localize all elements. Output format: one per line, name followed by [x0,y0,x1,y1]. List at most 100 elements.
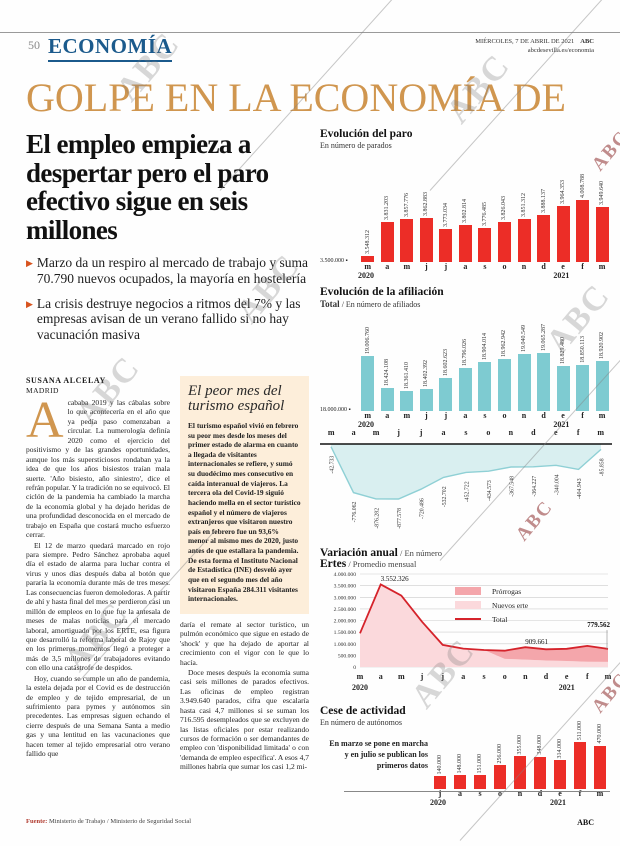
bullet-text: Marzo da un respiro al mercado de trabaj… [36,255,308,287]
site-url: abcdesevilla.es/economia [527,47,594,55]
bar-value-label: 18.796.026 [462,338,469,366]
year-label: 2021 [550,798,566,807]
bar-value-label: 348.000 [537,735,543,755]
x-axis-label: s [483,411,487,420]
bar-value-label: 3.888.137 [540,188,547,213]
bar-column: 19.040.549 [514,315,534,411]
bar [380,387,394,411]
ertes-svg: 4.000.000 3.500.000 3.000.000 2.500.000 2.00… [334,572,612,692]
bar-column: 511.000 [570,713,590,789]
bar [574,741,586,789]
bar-value-label: 18.361.410 [403,362,410,390]
x-axis-label: m [364,411,372,420]
footer-brand: ABC [577,818,594,827]
x-axis-label: n [521,411,527,420]
chart-note: En marzo se pone en marcha y en julio se… [329,739,428,770]
bar-value-label: 3.851.312 [521,193,528,218]
chart-title: Ertes / Promedio mensual [320,558,417,570]
page-number: 50 [28,38,40,52]
bar-value-label: 470.000 [597,724,603,744]
bar-column: 18.602.623 [436,315,456,411]
bar-value-label: 140.000 [437,754,443,775]
x-axis-label: m [403,411,411,420]
bar-column: 3.888.137 [534,158,554,262]
bar-column: 18.424.108 [378,315,398,411]
bar-value-label: 3.773.034 [442,202,449,227]
chart-subtitle: En número de autónomos [320,718,402,727]
svg-text:2.000.000: 2.000.000 [334,619,357,625]
bar-column: 3.831.203 [378,158,398,262]
bar-value-label: 355.000 [517,734,523,755]
chart-subtitle: Total / En número de afiliados [320,299,421,309]
svg-text:3.552.326: 3.552.326 [381,575,410,583]
bar-value-label: 3.548.312 [364,230,371,255]
svg-text:d: d [544,672,549,681]
body-column-2: El peor mes del turismo español El turis… [180,376,309,846]
x-axis-label: d [541,262,546,271]
chart-variacion-anual: m a m j j a s o n d e f m -42.733 -776.062 -876.282 -877… [320,428,612,559]
bar-column: 18.904.014 [475,315,495,411]
bar [361,356,375,411]
bar [419,217,433,262]
svg-text:-364.227: -364.227 [532,476,538,497]
bar-column: 3.773.034 [436,158,456,262]
bar-column: 3.857.776 [397,158,417,262]
cese-bar-plot: 140.000 148.000 151.000 256.000 355.000 348.0… [430,713,610,809]
svg-text:-85.858: -85.858 [600,458,606,476]
bar-value-label: 3.776.485 [481,202,488,227]
date-block: MIÉRCOLES, 7 DE ABRIL DE 2021 ABC abcdese… [475,37,594,56]
x-axis-label: j [419,428,423,437]
sidebar-title: El peor mes del turismo español [188,383,285,415]
afiliacion-bar-plot: 19.006.760 18.424.108 18.361.410 18.402.392… [320,315,612,431]
bar-column: 3.802.814 [456,158,476,262]
baseline-label: 3.500.000 ▪ [320,258,348,264]
drop-cap: A [26,398,64,449]
x-axis-label: s [483,262,487,271]
article-headline: El empleo empieza a despertar pero el pa… [26,129,269,245]
svg-text:-877.578: -877.578 [397,508,403,529]
x-axis-label: n [517,789,523,798]
x-axis-label: j [425,411,428,420]
x-axis-label: o [486,428,491,437]
bar-value-label: 18.962.942 [501,329,508,357]
bar [497,358,511,411]
bar-value-label: 18.829.480 [560,336,567,364]
bar [478,361,492,411]
svg-text:-776.062: -776.062 [352,502,358,523]
source-text: Ministerio de Trabajo / Ministerio de Se… [48,818,192,825]
svg-text:a: a [461,672,465,681]
year-label: 2021 [553,271,570,280]
x-axis-line [344,791,610,792]
bullet-text: La crisis destruye negocios a ritmos del… [36,295,301,343]
bar-column: 355.000 [510,713,530,789]
bullet-arrow-icon: ▶ [26,258,33,269]
chart-cese-actividad: Cese de actividad En número de autónomos… [320,705,612,807]
bar-value-label: 314.000 [557,738,563,759]
bullet-arrow-icon: ▶ [26,298,33,309]
bar-value-label: 151.000 [477,753,483,774]
bar-column: 18.829.480 [553,315,573,411]
svg-text:s: s [482,672,485,681]
bar [419,389,433,411]
svg-text:n: n [523,672,528,681]
bar-value-label: 19.006.760 [364,327,371,355]
bar [458,225,472,262]
bar [494,765,506,789]
bar-value-label: 18.850.113 [579,335,586,363]
legend-label: Prórrogas [492,587,521,596]
x-axis-label: m [597,428,604,437]
bar-value-label: 3.857.776 [403,192,410,217]
year-label: 2020 [358,271,374,280]
bar-column: 3.776.485 [475,158,495,262]
bar-column: 3.862.883 [417,158,437,262]
variacion-area-svg: -42.733 -776.062 -876.282 -877.578 -720.486 -… [320,443,612,529]
x-axis-label: e [553,428,558,437]
bar-column: 18.850.113 [573,315,593,411]
x-axis-label: a [463,262,468,271]
paragraph: Hoy, cuando se cumple un año de pandemia… [26,673,170,759]
x-axis-label: e [561,411,565,420]
legend-label: Total [492,615,507,624]
legend-swatch-nuevos [455,601,481,609]
